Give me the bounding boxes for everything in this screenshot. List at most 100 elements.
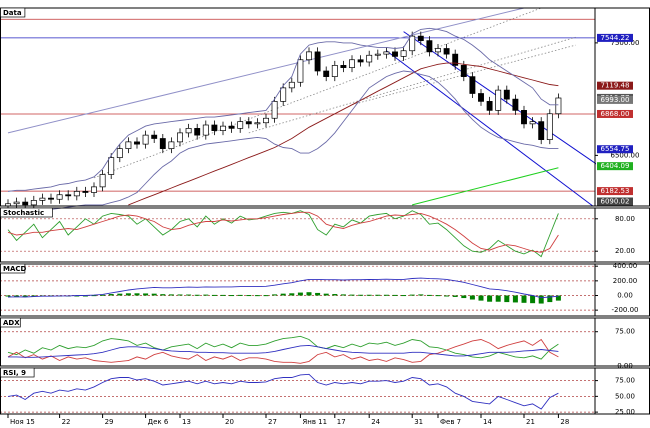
candle-body bbox=[400, 50, 407, 57]
x-tick-label: 13 bbox=[182, 418, 191, 426]
x-tick-label: Фев 7 bbox=[440, 418, 461, 426]
histogram-bar bbox=[246, 295, 252, 297]
candle-body bbox=[194, 128, 201, 136]
y-tick-label: 25.00 bbox=[615, 408, 635, 416]
candle-body bbox=[478, 93, 484, 102]
histogram-bar bbox=[254, 295, 260, 297]
y-tick-label: 20.00 bbox=[615, 247, 635, 255]
price-marker-label: 6993.00 bbox=[601, 96, 630, 104]
histogram-bar bbox=[143, 293, 149, 296]
indicator-line bbox=[7, 277, 559, 299]
histogram-bar bbox=[280, 293, 286, 296]
candle-body bbox=[159, 138, 166, 149]
histogram-bar bbox=[272, 294, 278, 296]
x-tick-label: Дек 6 bbox=[148, 418, 169, 426]
candle-body bbox=[99, 174, 106, 188]
candle-body bbox=[452, 53, 459, 66]
histogram-bar bbox=[323, 293, 329, 296]
candle-body bbox=[297, 59, 304, 83]
histogram-bar bbox=[160, 294, 166, 296]
candle-body bbox=[409, 35, 416, 52]
price-marker-label: 7544.22 bbox=[601, 34, 630, 42]
panel-tab bbox=[0, 263, 26, 274]
y-tick-label: 0.00 bbox=[617, 362, 633, 370]
candle-body bbox=[555, 97, 562, 115]
price-marker-label: 6090.02 bbox=[601, 197, 630, 205]
histogram-bar bbox=[401, 295, 407, 297]
candle-body bbox=[56, 194, 63, 200]
candle-body bbox=[435, 48, 441, 53]
histogram-bar bbox=[512, 295, 518, 303]
candle-body bbox=[73, 191, 80, 197]
histogram-bar bbox=[530, 295, 536, 304]
candle-body bbox=[426, 40, 433, 53]
histogram-bar bbox=[538, 295, 544, 304]
candle-body bbox=[383, 51, 390, 55]
x-tick-label: 27 bbox=[268, 418, 277, 426]
candle-body bbox=[82, 191, 89, 193]
x-tick-label: 24 bbox=[371, 418, 380, 426]
x-tick-label: 22 bbox=[62, 418, 71, 426]
candle-body bbox=[546, 113, 553, 140]
candle-body bbox=[271, 101, 278, 119]
histogram-bar bbox=[74, 295, 80, 297]
panel-title: Data bbox=[3, 9, 22, 17]
histogram-bar bbox=[426, 294, 432, 296]
candle-body bbox=[323, 70, 330, 77]
histogram-bar bbox=[22, 295, 28, 297]
price-marker-label: 6868.00 bbox=[601, 110, 630, 118]
trendline bbox=[412, 167, 559, 206]
indicator-line bbox=[8, 344, 559, 358]
histogram-bar bbox=[211, 294, 217, 296]
candle-body bbox=[177, 132, 183, 143]
histogram-bar bbox=[100, 294, 106, 296]
candle-body bbox=[263, 117, 269, 124]
indicator-line bbox=[7, 27, 559, 192]
candle-body bbox=[495, 89, 502, 111]
price-marker bbox=[597, 33, 633, 42]
x-tick-label: 14 bbox=[483, 418, 492, 426]
histogram-bar bbox=[203, 294, 209, 296]
histogram-bar bbox=[349, 294, 355, 296]
candle-body bbox=[151, 134, 158, 139]
trendline bbox=[7, 7, 525, 134]
histogram-bar bbox=[289, 293, 295, 296]
histogram-bar bbox=[263, 295, 269, 297]
price-marker-label: 6404.09 bbox=[601, 162, 630, 170]
panel-tab bbox=[0, 367, 35, 378]
panel-tab bbox=[0, 317, 21, 328]
candle-body bbox=[288, 81, 295, 89]
candle-body bbox=[366, 54, 373, 63]
candle-body bbox=[357, 59, 364, 63]
candle-body bbox=[538, 121, 545, 140]
histogram-bar bbox=[108, 294, 114, 296]
histogram-bar bbox=[358, 294, 364, 296]
histogram-bar bbox=[487, 295, 493, 302]
candle-body bbox=[306, 51, 312, 61]
candle-body bbox=[65, 194, 72, 197]
x-tick-label: 20 bbox=[225, 418, 234, 426]
candle-body bbox=[108, 157, 115, 175]
histogram-bar bbox=[186, 294, 192, 296]
candle-body bbox=[22, 201, 29, 206]
trendline bbox=[386, 50, 594, 207]
y-tick-label: 75.00 bbox=[615, 377, 635, 385]
histogram-bar bbox=[418, 294, 424, 296]
candle-body bbox=[185, 128, 192, 134]
x-tick-label: 31 bbox=[414, 418, 423, 426]
price-marker bbox=[597, 95, 633, 104]
histogram-bar bbox=[237, 294, 243, 296]
panel-tab bbox=[0, 207, 53, 218]
candle-body bbox=[228, 125, 235, 129]
price-marker bbox=[597, 145, 633, 154]
histogram-bar bbox=[409, 294, 415, 296]
candle-body bbox=[529, 121, 536, 125]
y-tick-label: 75.00 bbox=[615, 328, 635, 336]
x-tick-label: Ноя 15 bbox=[10, 418, 35, 426]
panel-tab bbox=[0, 7, 26, 18]
histogram-bar bbox=[521, 295, 527, 303]
histogram-bar bbox=[452, 295, 458, 297]
panel-title: RSI, 9 bbox=[3, 369, 26, 377]
candle-body bbox=[254, 122, 261, 125]
